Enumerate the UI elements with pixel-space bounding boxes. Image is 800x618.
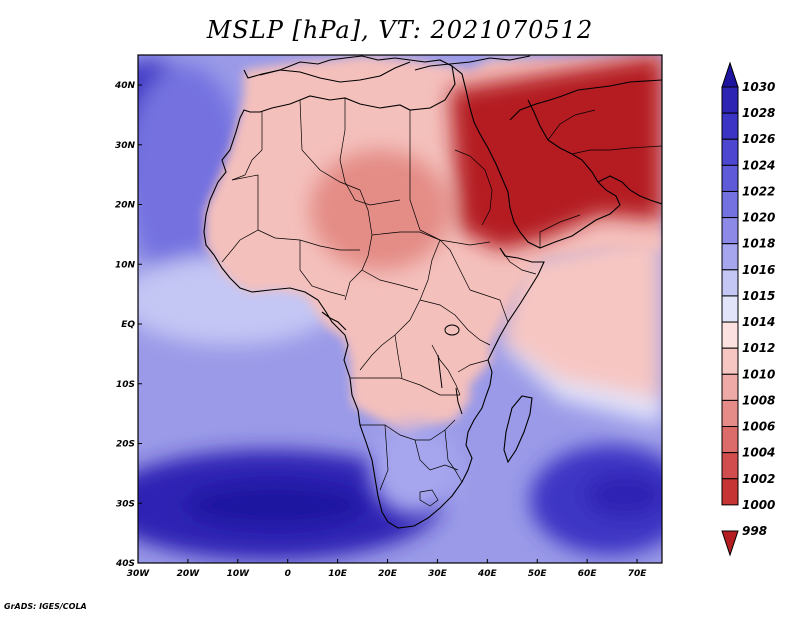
lon-label: 10W	[227, 569, 251, 579]
colorbar-label: 1012	[742, 341, 775, 355]
colorbar-box	[721, 373, 739, 401]
chart-title: MSLP [hPa], VT: 2021070512	[206, 16, 594, 44]
lon-label: 10E	[328, 569, 348, 579]
country-borders	[221, 98, 662, 507]
colorbar-label: 1024	[742, 158, 775, 172]
colorbar-bottom-arrow	[721, 530, 739, 557]
lon-label: 30E	[428, 569, 448, 579]
colorbar-box	[721, 86, 739, 114]
lon-label: 50E	[528, 569, 548, 579]
pressure-field	[138, 55, 662, 563]
colorbar-box	[721, 164, 739, 192]
indian-ocean-trough	[500, 230, 662, 400]
lat-label: EQ	[121, 320, 135, 330]
lat-label: 30N	[115, 141, 136, 151]
lon-label: 0	[285, 569, 291, 579]
plot-frame	[137, 54, 663, 564]
colorbar-label: 1010	[742, 367, 775, 381]
colorbar-label: 1020	[742, 211, 775, 225]
lat-label: 40N	[114, 81, 136, 91]
lon-label: 60E	[578, 569, 598, 579]
colorbar-box	[721, 295, 739, 323]
colorbar-box	[721, 452, 739, 480]
colorbar-box	[721, 112, 739, 140]
southern-africa-high	[370, 425, 460, 515]
latitude-axis: 40N 30N 20N 10N EQ 10S 20S 30S 40S	[114, 81, 142, 569]
lat-label: 20N	[115, 201, 136, 211]
colorbar-box	[721, 243, 739, 271]
colorbar-box	[721, 190, 739, 219]
colorbar-label: 1030	[742, 80, 775, 94]
longitude-axis: 30W 20W 10W 0 10E 20E 30E 40E 50E 60E 70E	[127, 559, 647, 579]
colorbar-label: 1008	[742, 393, 775, 407]
colorbar-box	[721, 399, 739, 428]
lat-label: 20S	[116, 440, 135, 450]
lon-label: 20E	[378, 569, 398, 579]
colorbar-box	[721, 217, 739, 245]
colorbar-label: 1026	[742, 132, 775, 146]
colorbar-label: 1015	[742, 289, 775, 303]
sahara-low	[310, 150, 450, 270]
colorbar-label: 1004	[742, 446, 775, 460]
colorbar-label: 1000	[742, 498, 775, 512]
colorbar-label: 1002	[742, 472, 775, 486]
colorbar-box	[721, 347, 739, 375]
colorbar: 1030 1028 1026 1024 1022 1020 1018 1016 1015 1014…	[721, 61, 775, 557]
lon-label: 40E	[477, 569, 498, 579]
credit-label: GrADS: IGES/COLA	[4, 602, 87, 611]
colorbar-box	[721, 478, 739, 506]
colorbar-box	[721, 269, 739, 297]
colorbar-label: 1018	[742, 237, 775, 251]
south-atlantic-core	[185, 483, 365, 527]
lon-label: 20W	[177, 569, 201, 579]
lat-label: 10N	[115, 260, 136, 270]
lat-label: 30S	[116, 499, 135, 509]
colorbar-label: 1022	[742, 184, 775, 198]
colorbar-label: 1014	[742, 315, 775, 329]
lat-label: 10S	[116, 380, 135, 390]
colorbar-label: 998	[742, 524, 767, 538]
arabian-low	[450, 55, 662, 250]
lon-label: 30W	[127, 569, 151, 579]
colorbar-box	[721, 426, 739, 454]
colorbar-label: 1028	[742, 106, 775, 120]
coastlines	[203, 55, 662, 529]
lon-label: 70E	[628, 569, 648, 579]
lakes	[437, 324, 463, 415]
colorbar-label: 1016	[742, 263, 775, 277]
colorbar-label: 1006	[742, 420, 775, 434]
indian-ocean-core	[585, 473, 662, 517]
lat-label: 40S	[115, 559, 135, 569]
colorbar-box	[721, 321, 739, 349]
colorbar-top-arrow	[721, 61, 739, 88]
colorbar-box	[721, 138, 739, 166]
